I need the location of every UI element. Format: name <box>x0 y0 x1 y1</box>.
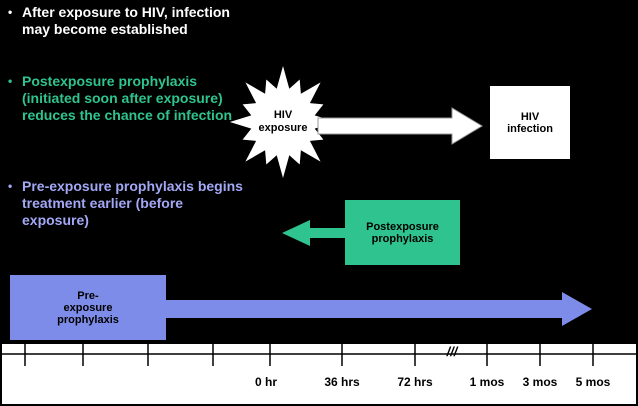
tick-label: 3 mos <box>523 375 558 389</box>
bullet: Postexposure prophylaxis (initiated soon… <box>6 73 244 124</box>
ticks: 0 hr 36 hrs 72 hrs 1 mos 3 mos 5 mos <box>24 344 611 389</box>
bullet: After exposure to HIV, infection may bec… <box>6 4 244 38</box>
tick-label: 1 mos <box>470 375 505 389</box>
arrow <box>317 107 483 145</box>
exposure-word: exposure <box>259 122 308 134</box>
arrow <box>282 220 345 246</box>
axis-break: /// <box>446 344 459 359</box>
infection-box <box>490 86 570 159</box>
exposure-label: HIV exposure <box>259 109 308 134</box>
tick-label: 0 hr <box>255 375 277 389</box>
exposure-word: HIV <box>274 109 293 121</box>
arrow <box>160 292 592 326</box>
timeline-band <box>0 342 638 406</box>
pep-fo: Postexposure prophylaxis <box>366 220 439 245</box>
tick-label: 5 mos <box>576 375 611 389</box>
infection-fo: HIV infection <box>507 110 553 135</box>
pep-box <box>345 200 460 265</box>
prep-fo: Pre-exposure prophylaxis <box>57 289 119 326</box>
infection-label: HIV infection <box>507 110 553 135</box>
prep-box <box>10 275 166 340</box>
prep-label: Pre-exposure prophylaxis <box>57 289 119 326</box>
bullet: Pre-exposure prophylaxis begins treatmen… <box>6 178 244 229</box>
exposure-burst <box>229 66 337 178</box>
pep-label: Postexposure prophylaxis <box>366 220 439 245</box>
tick-label: 36 hrs <box>324 375 360 389</box>
tick-label: 72 hrs <box>397 375 433 389</box>
